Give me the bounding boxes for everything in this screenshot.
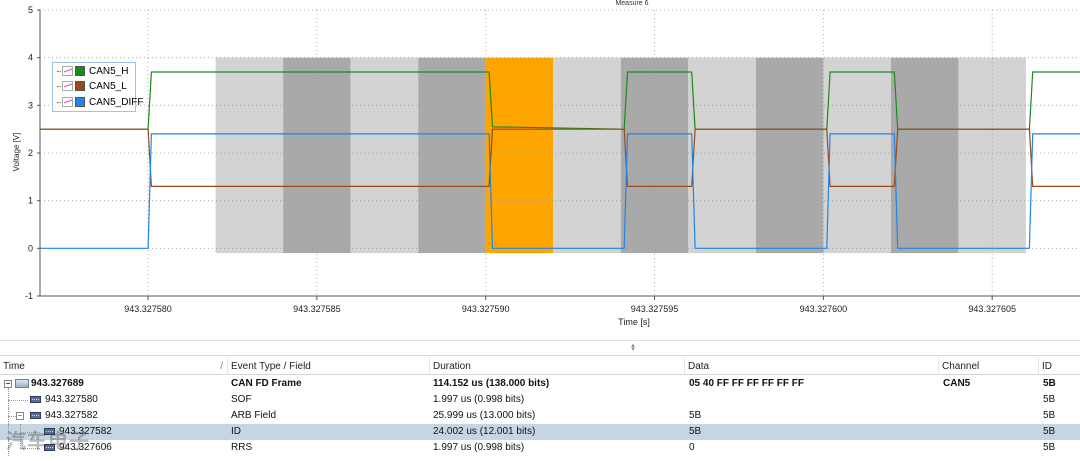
y-tick-label: 4 — [28, 53, 33, 63]
field-icon — [30, 412, 41, 419]
bit-region-2[interactable] — [350, 57, 419, 254]
cell-duration: 24.002 us (12.001 bits) — [433, 426, 536, 437]
y-tick-label: -1 — [25, 291, 33, 301]
column-header-channel[interactable]: Channel — [939, 358, 1039, 375]
table-row[interactable]: 943.327580 SOF 1.997 us (0.998 bits) 5B — [0, 388, 1080, 408]
cell-duration: 1.997 us (0.998 bits) — [433, 442, 525, 453]
bit-region-9[interactable] — [823, 57, 891, 254]
x-tick-label: 943.327595 — [631, 304, 679, 314]
cell-data: 5B — [689, 426, 702, 437]
bit-region-4[interactable] — [485, 57, 554, 254]
field-icon — [44, 444, 55, 451]
waveform-traces — [40, 71, 1080, 249]
column-sort-icon[interactable]: / — [220, 361, 223, 372]
bit-region-5[interactable] — [553, 57, 621, 254]
waveform-icon — [62, 81, 73, 91]
cell-time: 943.327606 — [59, 442, 112, 453]
bit-region-7[interactable] — [688, 57, 756, 254]
cell-event-type: CAN FD Frame — [231, 378, 302, 389]
collapse-icon[interactable]: − — [4, 379, 12, 388]
column-header-id[interactable]: ID — [1042, 361, 1052, 372]
y-tick-label: 2 — [28, 148, 33, 158]
cell-event-type: RRS — [231, 442, 253, 453]
x-tick-label: 943.327585 — [293, 304, 341, 314]
cell-event-type: ID — [231, 426, 241, 437]
chart-legend[interactable]: CAN5_H CAN5_L CAN5_DIFF — [52, 62, 143, 112]
trace-can5-diff[interactable] — [40, 133, 1080, 249]
x-tick-label: 943.327605 — [968, 304, 1016, 314]
table-row[interactable]: 943.327606 RRS 1.997 us (0.998 bits) 0 5… — [0, 432, 1080, 456]
cell-event-type: ARB Field — [231, 410, 277, 421]
field-icon — [44, 428, 55, 435]
cell-id: 5B — [1043, 442, 1056, 453]
frame-icon — [15, 379, 29, 388]
field-icon — [30, 396, 41, 403]
waveform-icon — [62, 97, 73, 107]
plot-axes: -1 0 1 2 3 4 5 943.327580 943.327585 943.327590 94… — [25, 5, 1080, 314]
cell-time: 943.327689 — [31, 378, 84, 389]
legend-label: CAN5_L — [89, 81, 127, 92]
cell-data: 5B — [689, 410, 702, 421]
table-row[interactable]: − 943.327689 CAN FD Frame 114.152 us (13… — [0, 376, 1080, 392]
collapse-icon[interactable]: − — [16, 411, 24, 420]
cell-id: 5B — [1043, 378, 1056, 389]
cell-duration: 1.997 us (0.998 bits) — [433, 394, 525, 405]
cell-channel: CAN5 — [943, 378, 971, 389]
cell-id: 5B — [1043, 426, 1056, 437]
watermark: 汽车电子 — [6, 431, 90, 453]
pane-splitter[interactable]: ▴ ▾ — [0, 340, 1080, 356]
table-row-selected[interactable]: 943.327582 ID 24.002 us (12.001 bits) 5B… — [0, 424, 1080, 440]
splitter-grip-icon[interactable]: ▴ ▾ — [631, 342, 635, 353]
y-axis-label: Voltage [V] — [12, 133, 21, 172]
trace-can5-l[interactable] — [40, 128, 1080, 187]
bit-region-8[interactable] — [755, 57, 824, 254]
legend-swatch — [75, 81, 85, 91]
column-header-time[interactable]: Time / — [0, 358, 228, 375]
x-tick-label: 943.327590 — [462, 304, 510, 314]
table-row[interactable]: − 943.327582 ARB Field 25.999 us (13.000… — [0, 408, 1080, 424]
cell-data: 0 — [689, 442, 695, 453]
legend-label: CAN5_DIFF — [89, 97, 144, 108]
waveform-chart[interactable]: -1 0 1 2 3 4 5 943.327580 943.327585 943.327590 94… — [0, 0, 1080, 340]
bit-region-3[interactable] — [418, 57, 486, 254]
cell-time: 943.327582 — [59, 426, 112, 437]
bit-region-0[interactable] — [215, 57, 284, 254]
event-table[interactable]: Time / Event Type / Field Duration Data … — [0, 358, 1080, 461]
y-tick-label: 3 — [28, 100, 33, 110]
waveform-icon — [62, 66, 73, 76]
x-axis-label: Time [s] — [618, 317, 650, 327]
cell-id: 5B — [1043, 410, 1056, 421]
cell-time: 943.327580 — [45, 394, 98, 405]
legend-swatch — [75, 66, 85, 76]
column-header-event-type[interactable]: Event Type / Field — [228, 358, 430, 375]
cell-duration: 114.152 us (138.000 bits) — [433, 378, 550, 389]
table-header: Time / Event Type / Field Duration Data … — [0, 358, 1080, 375]
cell-time: 943.327582 — [45, 410, 98, 421]
y-tick-label: 1 — [28, 196, 33, 206]
legend-swatch — [75, 97, 85, 107]
cell-duration: 25.999 us (13.000 bits) — [433, 410, 536, 421]
x-tick-label: 943.327580 — [124, 304, 172, 314]
column-header-duration[interactable]: Duration — [430, 358, 685, 375]
bit-region-10[interactable] — [890, 57, 959, 254]
bit-field-regions — [215, 57, 1026, 254]
cell-data: 05 40 FF FF FF FF FF FF — [689, 378, 804, 389]
y-tick-label: 5 — [28, 5, 33, 15]
cell-id: 5B — [1043, 394, 1056, 405]
cell-event-type: SOF — [231, 394, 252, 405]
column-header-data[interactable]: Data — [685, 358, 939, 375]
oscilloscope-plot[interactable]: -1 0 1 2 3 4 5 943.327580 943.327585 943.327590 94… — [0, 0, 1080, 340]
chart-title: Measure 6 — [615, 0, 648, 7]
x-tick-label: 943.327600 — [800, 304, 848, 314]
y-tick-label: 0 — [28, 243, 33, 253]
legend-label: CAN5_H — [89, 66, 129, 77]
